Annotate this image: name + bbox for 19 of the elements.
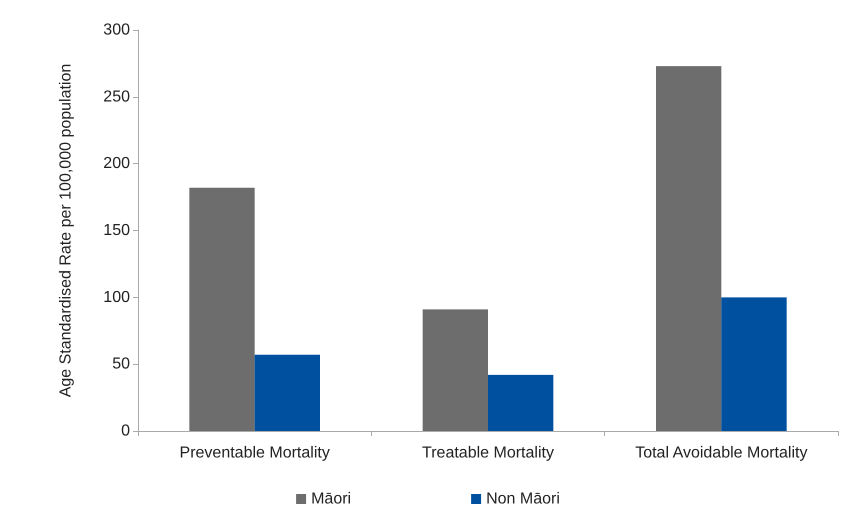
y-tick-label: 150 [103,222,130,239]
y-tick-label: 50 [112,356,130,373]
bar [422,309,488,431]
bar [721,297,787,431]
bar [189,188,255,431]
y-tick-label: 100 [103,288,130,306]
y-tick-label: 0 [121,422,130,440]
legend-label: Non Māori [486,490,560,508]
bar [488,374,554,431]
y-axis-title: Age Standardised Rate per 100,000 population [58,64,74,398]
bar [656,66,722,431]
y-tick-label: 200 [103,155,130,172]
x-tick-label: Total Avoidable Mortality [635,444,808,462]
x-tick-label: Treatable Mortality [422,444,554,462]
x-tick-label: Preventable Mortality [180,444,330,462]
legend-label: Māori [311,490,352,508]
bar [254,354,320,431]
y-tick-label: 250 [103,88,130,106]
y-tick-label: 300 [103,22,130,38]
